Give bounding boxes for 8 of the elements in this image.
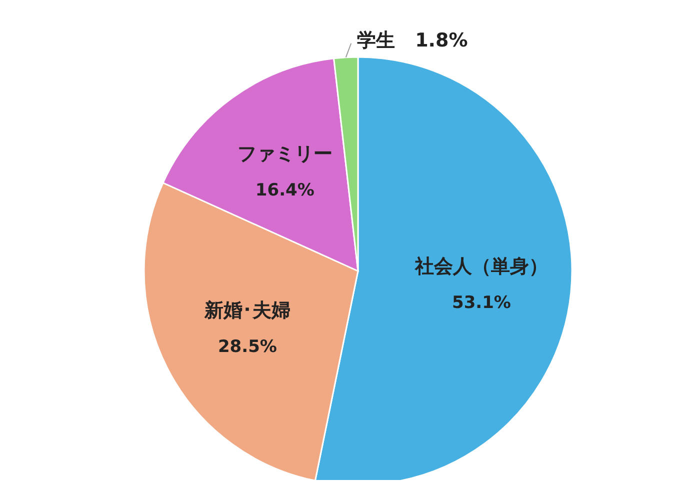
data-label: 53.1% bbox=[452, 293, 511, 314]
slice-label: 新婚･夫婦 bbox=[203, 300, 290, 322]
slice-label: 学生 bbox=[357, 30, 396, 52]
slice-label: 社会人（単身） bbox=[414, 256, 548, 278]
slice-label: ファミリー bbox=[237, 142, 332, 165]
data-label: 28.5% bbox=[218, 337, 277, 358]
data-label: 1.8% bbox=[415, 30, 468, 52]
data-label: 16.4% bbox=[255, 180, 314, 200]
